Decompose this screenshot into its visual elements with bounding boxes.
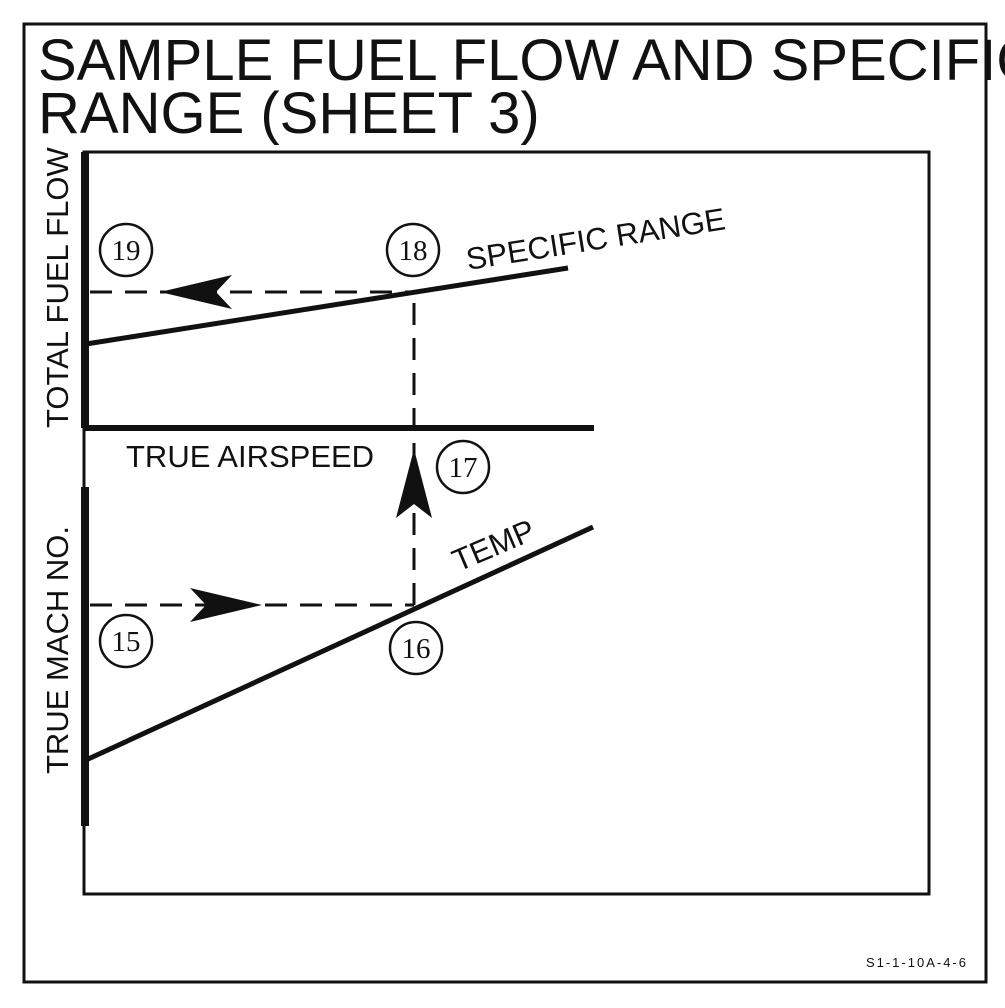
step-number: 15 (112, 626, 141, 658)
title-line-1: SAMPLE FUEL FLOW AND SPECIFIC (38, 28, 1005, 93)
step-number: 19 (112, 235, 141, 267)
step-number: 17 (449, 452, 478, 484)
step-marker-18: 18 (385, 222, 441, 278)
specific-range-line (85, 265, 569, 347)
step-marker-15: 15 (98, 613, 154, 669)
step-marker-16: 16 (388, 620, 444, 676)
step-marker-19: 19 (98, 222, 154, 278)
figure-code: S1-1-10A-4-6 (866, 955, 968, 970)
temp-line (84, 524, 595, 763)
step-number: 16 (402, 633, 431, 665)
step-number: 18 (399, 235, 428, 267)
outer-frame (22, 22, 988, 984)
step-marker-17: 17 (435, 439, 491, 495)
true-mach-label: TRUE MACH NO. (40, 526, 75, 774)
arrow-up-icon (396, 449, 432, 518)
true-airspeed-label: TRUE AIRSPEED (126, 439, 374, 474)
title-line-2: RANGE (SHEET 3) (38, 81, 540, 146)
arrow-left-icon (160, 275, 232, 309)
specific-range-label: SPECIFIC RANGE (464, 201, 728, 277)
temp-label: TEMP (447, 513, 540, 579)
arrow-right-icon (190, 588, 262, 622)
total-fuel-flow-label: TOTAL FUEL FLOW (40, 147, 75, 428)
